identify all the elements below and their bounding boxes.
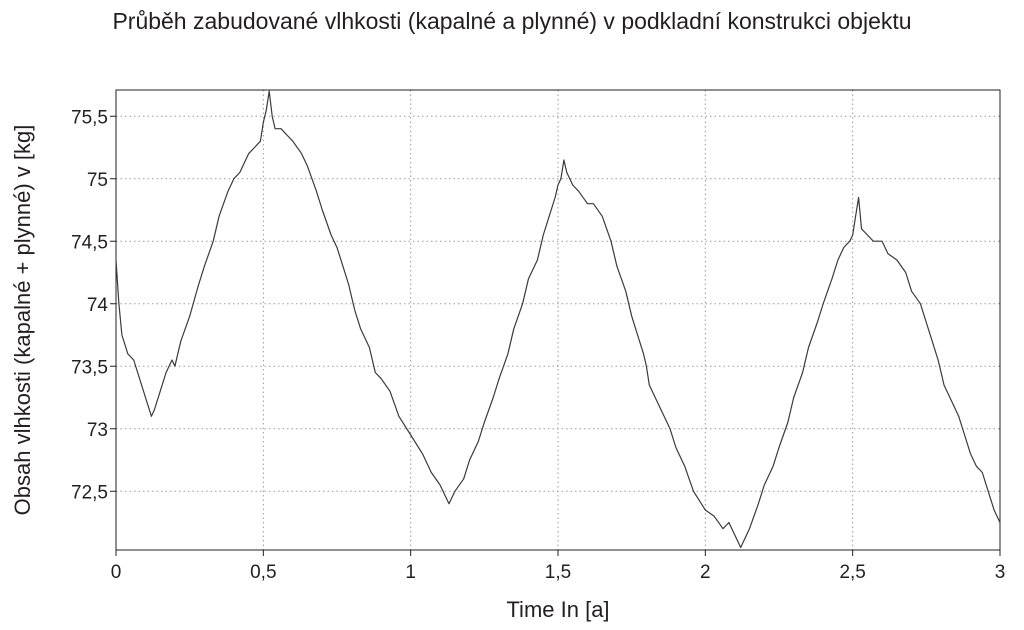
- y-tick-label: 74,5: [71, 232, 108, 253]
- chart-title: Průběh zabudované vlhkosti (kapalné a pl…: [112, 8, 912, 34]
- y-axis: 72,5 73 73,5 74 74,5 75 75,5: [71, 107, 116, 503]
- x-tick-label: 0: [111, 562, 122, 583]
- x-tick-label: 0,5: [250, 562, 276, 583]
- x-axis: 0 0,5 1 1,5 2 2,5 3: [111, 550, 1006, 583]
- x-tick-label: 2: [700, 562, 711, 583]
- x-tick-label: 2,5: [839, 562, 865, 583]
- x-tick-label: 1,5: [545, 562, 571, 583]
- x-tick-label: 1: [405, 562, 416, 583]
- y-axis-title: Obsah vlhkosti (kapalné + plynné) v [kg]: [10, 125, 35, 516]
- y-tick-label: 74: [87, 295, 109, 316]
- x-tick-label: 3: [995, 562, 1006, 583]
- y-tick-label: 73: [87, 420, 108, 441]
- y-tick-label: 75,5: [71, 107, 108, 128]
- y-tick-label: 72,5: [71, 482, 108, 503]
- y-tick-label: 73,5: [71, 357, 108, 378]
- grid: [116, 90, 1000, 550]
- x-axis-title: Time In [a]: [506, 597, 609, 622]
- y-tick-label: 75: [87, 170, 108, 191]
- series-line: [115, 90, 1001, 549]
